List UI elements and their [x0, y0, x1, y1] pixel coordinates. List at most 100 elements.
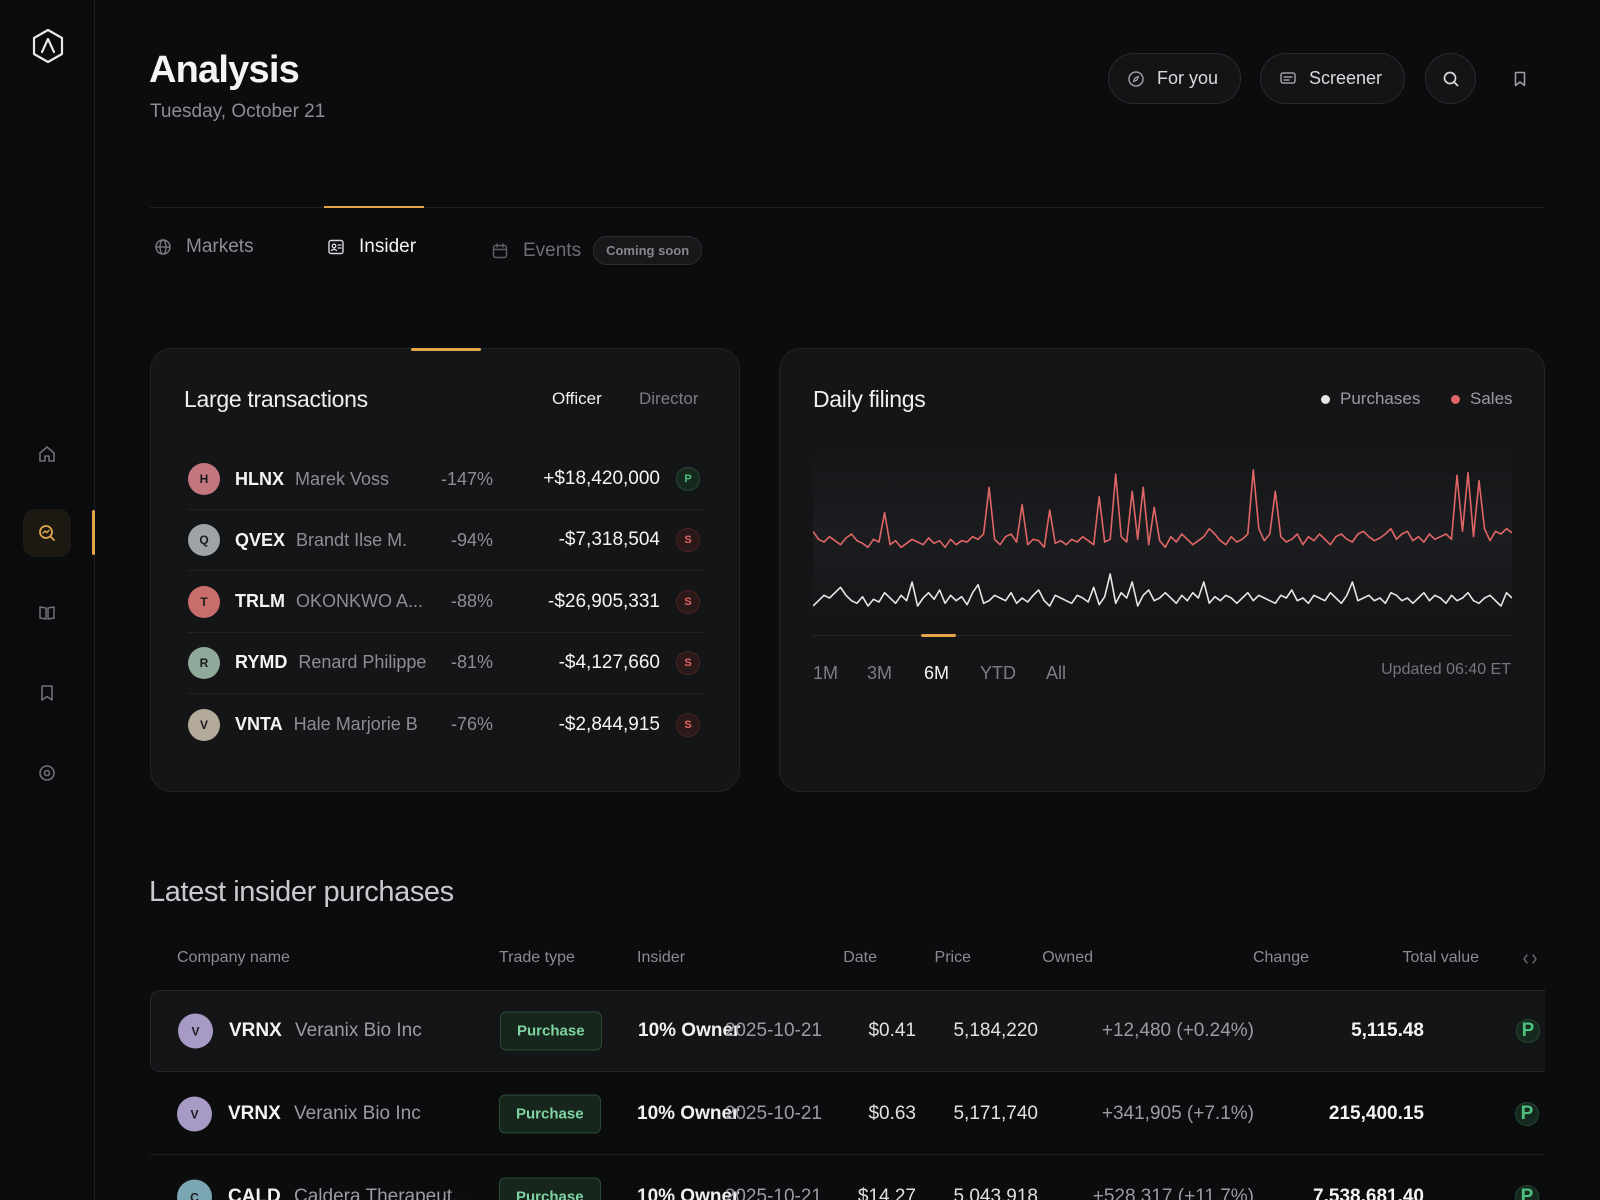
card-accent	[411, 348, 481, 351]
legend-sales: Sales	[1451, 389, 1513, 409]
calendar-icon	[492, 242, 508, 258]
tab-insider[interactable]: Insider	[327, 236, 416, 258]
search-icon	[1443, 71, 1458, 86]
nav-bookmarks[interactable]	[23, 669, 71, 717]
nav-settings[interactable]	[23, 749, 71, 797]
company-name: Veranix Bio Inc	[295, 1020, 422, 1041]
range-all[interactable]: All	[1046, 663, 1067, 683]
col-price[interactable]: Price	[934, 949, 971, 966]
change: +528,317 (+11.7%)	[1092, 1186, 1254, 1200]
owned: 5,043,918	[953, 1186, 1038, 1200]
table-row[interactable]: C CALD Caldera Therapeut... Purchase 10% Own…	[150, 1156, 1545, 1200]
change-percent: -94%	[450, 529, 493, 550]
trade-type-badge: Purchase	[499, 1177, 601, 1200]
for-you-button[interactable]: For you	[1108, 53, 1242, 104]
coming-soon-badge: Coming soon	[593, 236, 703, 265]
avatar: V	[178, 1013, 213, 1049]
change-percent: -88%	[450, 591, 493, 612]
tab-events[interactable]: Events Coming soon	[491, 236, 703, 265]
transaction-row[interactable]: T TRLM OKONKWO A... -88% -$26,905,331 S	[188, 572, 703, 633]
updated-timestamp: Updated 06:40 ET	[1381, 661, 1511, 678]
bookmark-button[interactable]	[1494, 53, 1545, 104]
analysis-search-icon	[39, 525, 55, 541]
search-button[interactable]	[1425, 53, 1476, 104]
ticker: QVEX	[235, 529, 286, 550]
company-name: Veranix Bio Inc	[294, 1103, 421, 1124]
insider-name: OKONKWO A...	[295, 591, 424, 612]
avatar: C	[177, 1179, 212, 1200]
trade-type-badge: Purchase	[500, 1011, 602, 1051]
ticker: VRNX	[229, 1020, 282, 1041]
filter-director[interactable]: Director	[639, 389, 699, 408]
nav-active-indicator	[92, 510, 95, 555]
sale-badge: S	[676, 528, 700, 553]
transaction-row[interactable]: R RYMD Renard Philippe -81% -$4,127,660 S	[188, 633, 703, 694]
col-trade-type[interactable]: Trade type	[499, 949, 575, 966]
bookmark-icon	[1514, 71, 1525, 86]
col-change[interactable]: Change	[1252, 949, 1309, 966]
page-title: Analysis	[149, 49, 300, 91]
insider-name: Renard Philippe	[298, 652, 427, 673]
range-ytd[interactable]: YTD	[980, 663, 1016, 683]
change-percent: -81%	[450, 652, 493, 673]
range-6m[interactable]: 6M	[924, 663, 950, 683]
legend-dot-sales	[1451, 394, 1460, 404]
price: $14.27	[857, 1186, 916, 1200]
row-divider	[150, 1154, 1545, 1155]
chart-divider	[813, 635, 1512, 636]
avatar: H	[188, 463, 220, 495]
purchase-badge: P	[1515, 1185, 1539, 1200]
total-value: 215,400.15	[1328, 1103, 1424, 1124]
filter-officer[interactable]: Officer	[552, 389, 602, 408]
sale-badge: S	[676, 589, 700, 614]
active-range-indicator	[921, 634, 956, 637]
col-date[interactable]: Date	[843, 949, 877, 966]
transaction-value: +$18,420,000	[543, 468, 660, 489]
col-insider[interactable]: Insider	[637, 949, 686, 966]
price: $0.41	[868, 1020, 916, 1041]
daily-filings-title: Daily filings	[813, 386, 926, 412]
app-logo-icon[interactable]	[30, 28, 66, 64]
column-scroll-icon[interactable]	[1523, 954, 1537, 964]
legend-label: Sales	[1470, 389, 1513, 408]
change: +341,905 (+7.1%)	[1101, 1103, 1254, 1124]
nav-analysis[interactable]	[23, 509, 71, 557]
sale-badge: S	[676, 650, 700, 675]
col-owned[interactable]: Owned	[1042, 949, 1093, 966]
chart-background	[813, 444, 1512, 624]
col-company[interactable]: Company name	[177, 949, 290, 966]
change: +12,480 (+0.24%)	[1101, 1020, 1254, 1041]
legend-dot-purchases	[1321, 394, 1330, 404]
sidebar	[0, 0, 95, 1200]
trade-date: 2025-10-21	[724, 1186, 822, 1200]
id-card-icon	[328, 239, 344, 255]
purchase-badge: P	[1516, 1019, 1540, 1043]
transaction-value: -$4,127,660	[558, 651, 660, 673]
insider-name: Hale Marjorie B	[293, 714, 418, 735]
total-value: 5,115.48	[1351, 1020, 1424, 1041]
trade-type-badge: Purchase	[499, 1094, 601, 1134]
total-value: 7,538,681.40	[1313, 1186, 1424, 1200]
screener-button[interactable]: Screener	[1260, 53, 1406, 104]
col-total-value[interactable]: Total value	[1402, 949, 1480, 966]
transaction-row[interactable]: Q QVEX Brandt Ilse M. -94% -$7,318,504 S	[188, 510, 703, 572]
nav-home[interactable]	[23, 430, 71, 478]
range-3m[interactable]: 3M	[867, 663, 893, 683]
avatar: V	[177, 1096, 212, 1132]
bookmark-icon	[41, 685, 53, 701]
tab-label: Markets	[186, 236, 254, 257]
daily-filings-card: Daily filings Purchases Sales 1M 3M 6M Y…	[779, 348, 1545, 792]
transaction-row[interactable]: V VNTA Hale Marjorie B -76% -$2,844,915 S	[188, 694, 703, 755]
tab-markets[interactable]: Markets	[154, 236, 254, 258]
nav-library[interactable]	[23, 589, 71, 637]
price: $0.63	[868, 1103, 916, 1124]
range-1m[interactable]: 1M	[813, 663, 839, 683]
transaction-row[interactable]: H HLNX Marek Voss -147% +$18,420,000 P	[188, 449, 703, 510]
transaction-value: -$7,318,504	[558, 529, 660, 551]
change-percent: -147%	[440, 468, 493, 489]
insider-role: 10% Owner	[637, 1103, 740, 1124]
legend-purchases: Purchases	[1321, 389, 1420, 409]
series-line-purchases	[813, 573, 1512, 607]
table-row[interactable]: V VRNX Veranix Bio Inc Purchase 10% Owner 202…	[150, 990, 1545, 1072]
table-row[interactable]: V VRNX Veranix Bio Inc Purchase 10% Owner 202…	[150, 1073, 1545, 1155]
